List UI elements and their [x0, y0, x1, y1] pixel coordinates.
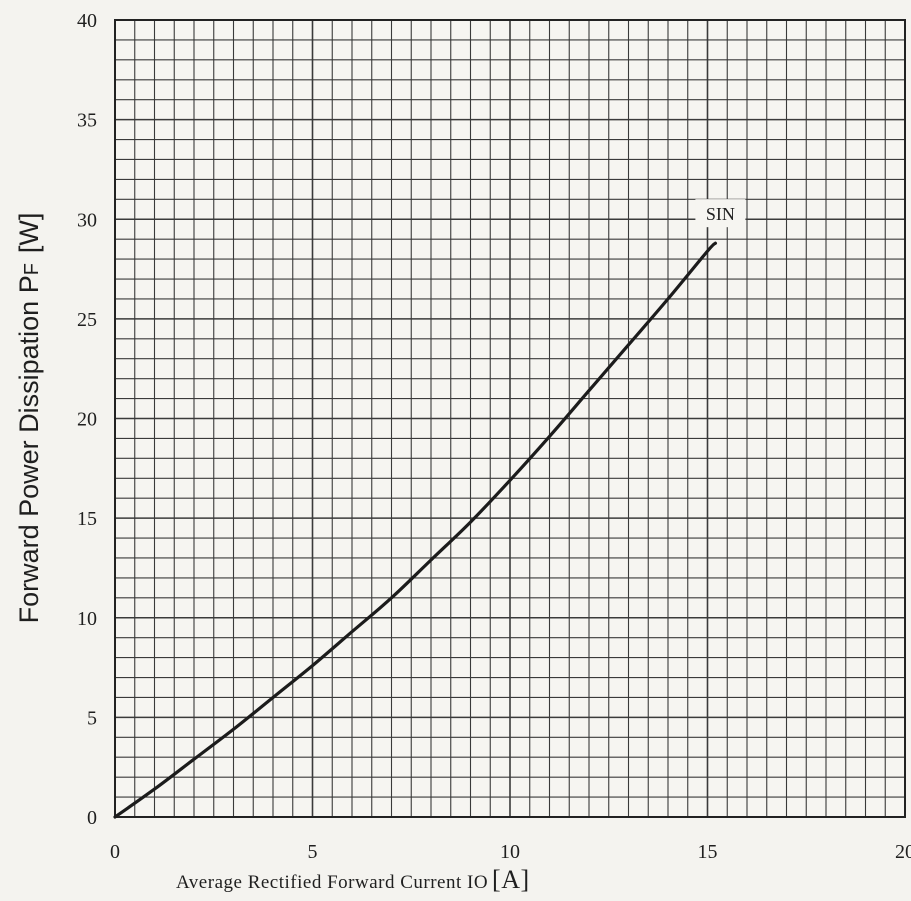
y-tick-label: 30: [77, 209, 97, 231]
series-label-background: [695, 199, 746, 228]
series-lines: SIN: [113, 199, 746, 819]
y-tick-label: 15: [77, 508, 97, 530]
x-tick-label: 15: [698, 841, 718, 863]
y-axis-label: Forward Power Dissipation PF [W]: [14, 213, 44, 624]
tick-labels: 0 5 10 15 20 0 5 10 15 20 25 30 35 40: [77, 10, 911, 863]
x-tick-label: 20: [895, 841, 911, 863]
y-tick-label: 5: [87, 707, 97, 729]
x-axis-label: Average Rectified Forward Current IO [A]: [176, 865, 530, 894]
series-line-sin: [113, 241, 717, 819]
y-tick-label: 0: [87, 807, 97, 829]
x-tick-label: 0: [110, 841, 120, 863]
y-tick-label: 40: [77, 10, 97, 32]
plot-frame: [114, 19, 906, 818]
y-tick-label: 35: [77, 110, 97, 132]
y-tick-label: 20: [77, 409, 97, 431]
y-axis-label-subscript: F: [21, 263, 43, 275]
x-axis-label-unit: [A]: [492, 865, 530, 894]
y-tick-label: 25: [77, 309, 97, 331]
x-tick-label: 10: [500, 841, 520, 863]
y-axis-label-main: Forward Power Dissipation P: [14, 275, 44, 623]
x-axis-label-main: Average Rectified Forward Current IO: [176, 872, 488, 893]
x-tick-label: 5: [308, 841, 318, 863]
y-axis-label-unit: [W]: [14, 213, 44, 254]
grid: [114, 19, 906, 818]
y-tick-label: 10: [77, 608, 97, 630]
series-label: SIN: [706, 204, 735, 224]
